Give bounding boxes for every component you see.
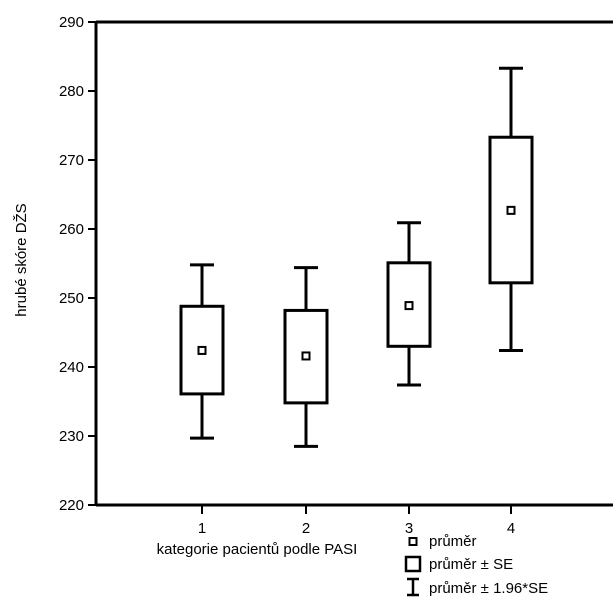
legend-label: průměr ± SE (429, 556, 513, 573)
legend-label: průměr (429, 533, 477, 550)
plot-marks (179, 66, 534, 448)
x-tick-label: 2 (302, 520, 310, 537)
y-tick-label: 270 (59, 152, 84, 169)
legend: průměr průměr ± SE průměr ± 1.96*SE (404, 533, 548, 597)
legend-mean-symbol (408, 537, 418, 546)
box-group-1 (179, 263, 225, 440)
legend-box-symbol (404, 555, 422, 573)
x-tick-label: 3 (405, 520, 413, 537)
y-tick-label: 290 (59, 14, 84, 31)
y-tick-label: 260 (59, 221, 84, 238)
mean-marker (506, 205, 516, 215)
mean-marker (197, 345, 207, 355)
box-group-4 (488, 66, 534, 352)
y-tick-label: 230 (59, 428, 84, 445)
mean-marker (301, 351, 311, 361)
y-tick-label: 240 (59, 359, 84, 376)
legend-label: průměr ± 1.96*SE (429, 580, 548, 597)
y-tick-label: 220 (59, 497, 84, 514)
axes: 220 230 240 250 260 270 280 290 1 2 3 4 (59, 14, 613, 537)
y-tick-label: 280 (59, 83, 84, 100)
se-box (179, 304, 225, 396)
x-axis-title: kategorie pacientů podle PASI (157, 541, 358, 558)
x-tick-label: 1 (198, 520, 206, 537)
box-group-2 (283, 266, 329, 448)
y-tick-label: 250 (59, 290, 84, 307)
x-tick-label: 4 (507, 520, 515, 537)
mean-marker (404, 301, 414, 311)
box-group-3 (386, 221, 432, 387)
y-axis-title: hrubé skóre DŽS (13, 203, 30, 316)
